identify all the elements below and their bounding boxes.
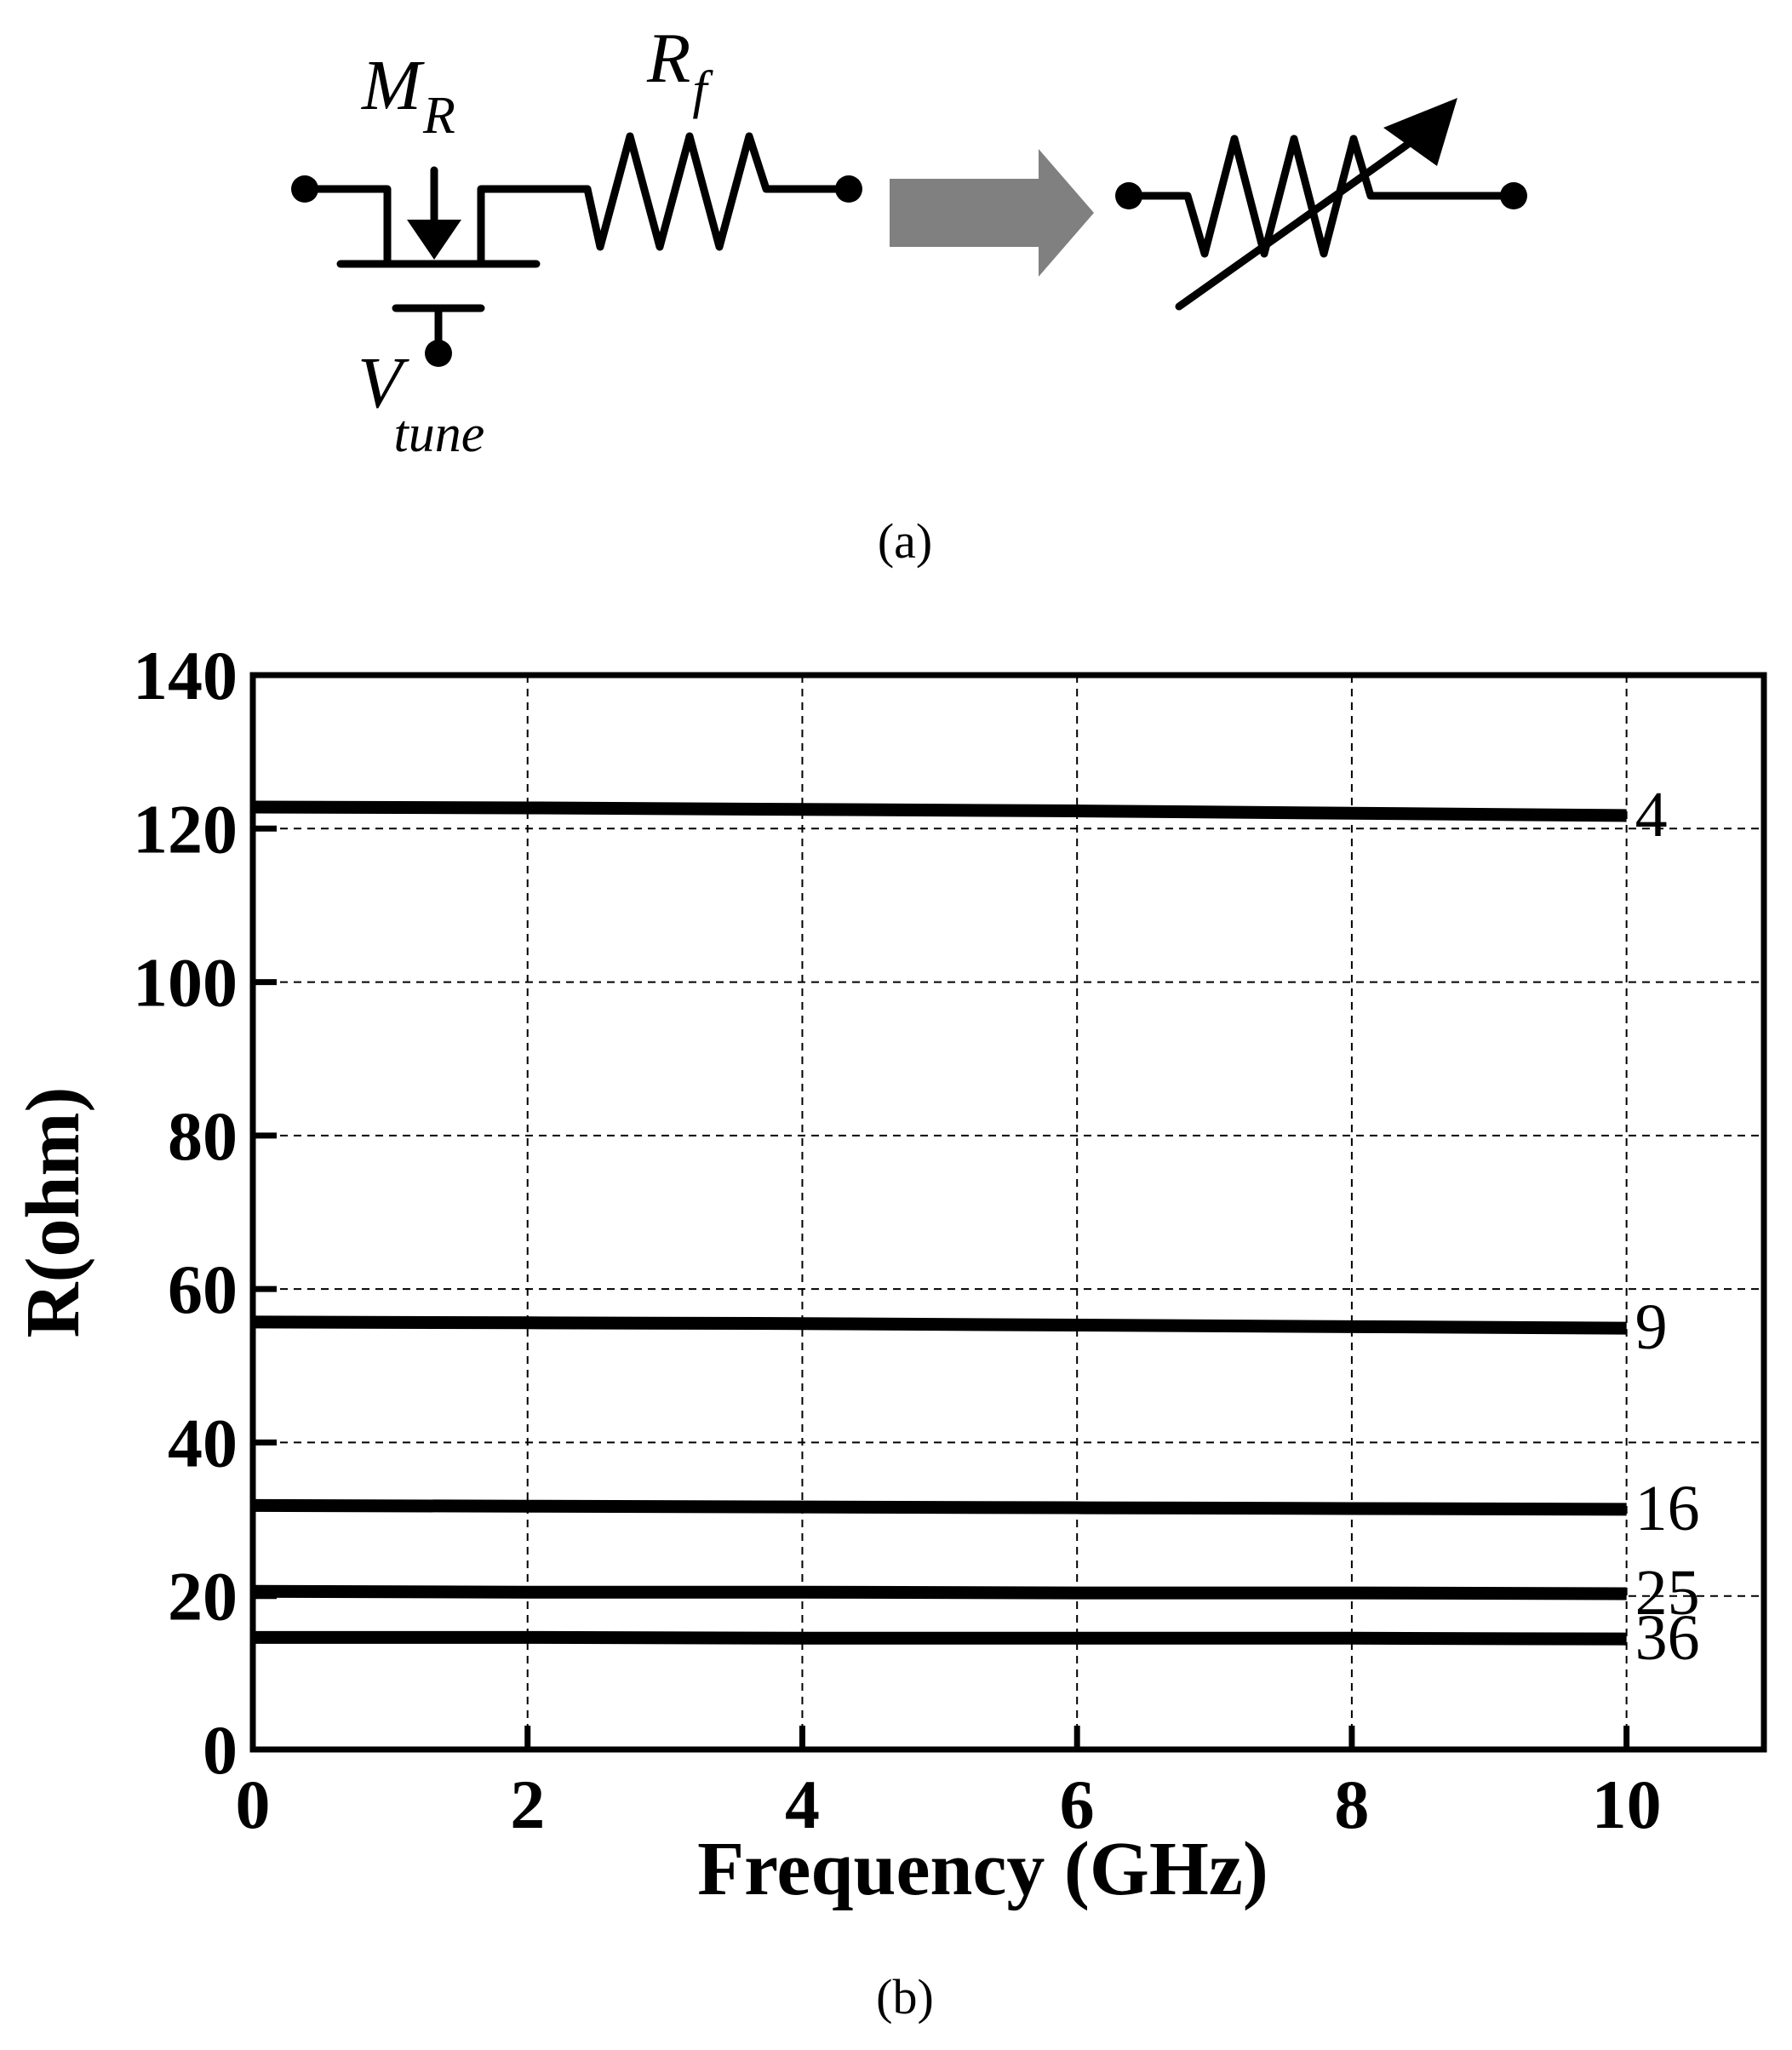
series-line-36 <box>253 1630 1627 1646</box>
series-label-16: 16 <box>1635 1473 1700 1544</box>
x-tick-label: 2 <box>510 1766 545 1843</box>
x-tick-label: 0 <box>236 1766 271 1843</box>
resistor-label: Rf <box>646 19 713 119</box>
mosfet-source-wire <box>301 185 392 264</box>
y-tick-label: 120 <box>133 790 238 868</box>
mosfet-arrow-head <box>407 220 461 260</box>
mosfet-drain-wire <box>477 185 592 264</box>
transform-arrow <box>890 149 1094 277</box>
caption-b: (b) <box>876 1969 934 2024</box>
x-tick-label: 6 <box>1060 1766 1095 1843</box>
series-line-4 <box>252 800 1627 822</box>
y-tick-label: 40 <box>168 1404 238 1481</box>
series-label-9: 9 <box>1635 1291 1668 1363</box>
y-tick-label: 80 <box>168 1097 238 1175</box>
x-tick-label: 10 <box>1592 1766 1662 1843</box>
var-resistor-zigzag <box>1125 135 1513 258</box>
var-resistor-arrow-shaft <box>1175 136 1417 311</box>
series-line-16 <box>252 1498 1627 1516</box>
y-axis-label: R(ohm) <box>11 1087 95 1338</box>
y-tick-label: 100 <box>133 944 238 1022</box>
series-label-25: 25 <box>1635 1557 1700 1629</box>
y-tick-label: 140 <box>133 637 238 714</box>
transistor-label: MR <box>361 46 455 145</box>
series-line-25 <box>252 1584 1627 1600</box>
series-label-36: 36 <box>1635 1602 1700 1674</box>
y-tick-label: 0 <box>203 1711 238 1789</box>
series-line-9 <box>252 1315 1627 1335</box>
caption-a: (a) <box>878 513 932 569</box>
var-resistor-right-dot <box>1500 182 1527 209</box>
series-label-4: 4 <box>1635 779 1668 850</box>
plot-frame <box>249 672 1767 1753</box>
x-axis-label: Frequency (GHz) <box>697 1827 1268 1911</box>
right-terminal-dot <box>835 175 862 203</box>
schematic-diagram <box>291 98 1527 367</box>
resistor-rf-zigzag <box>583 132 847 251</box>
x-tick-label: 8 <box>1334 1766 1369 1843</box>
y-tick-label: 20 <box>168 1558 238 1635</box>
x-tick-label: 4 <box>785 1766 820 1843</box>
var-resistor-arrow-head <box>1383 98 1457 166</box>
gate-terminal-dot <box>425 340 452 367</box>
y-tick-label: 60 <box>168 1251 238 1328</box>
